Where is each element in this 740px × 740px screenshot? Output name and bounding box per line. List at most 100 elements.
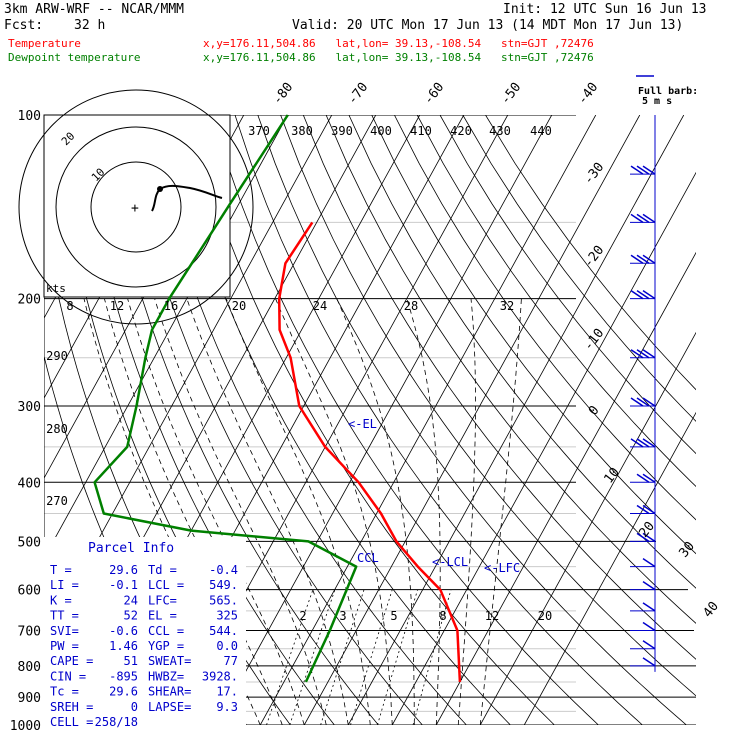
isotherm-label: -20 bbox=[581, 243, 607, 271]
theta-label: 440 bbox=[530, 124, 552, 138]
wind-barb bbox=[636, 349, 650, 359]
parcel-row-value: 52 bbox=[124, 609, 138, 623]
wind-barb bbox=[630, 213, 644, 224]
wind-barb bbox=[642, 473, 656, 483]
pressure-label: 700 bbox=[18, 625, 41, 640]
parcel-row-value: -0.6 bbox=[109, 624, 138, 638]
parcel-row-label: SWEAT= bbox=[148, 654, 191, 668]
isotherm-line bbox=[523, 411, 696, 725]
hodograph-frame bbox=[43, 114, 231, 298]
wind-barb bbox=[642, 602, 656, 612]
mixing-ratio-label: 5 bbox=[390, 609, 397, 623]
moist-adiabat-line bbox=[336, 298, 415, 725]
dry-adiabat-line bbox=[394, 115, 696, 521]
parcel-row-value: 325 bbox=[216, 609, 238, 623]
pressure-label: 200 bbox=[18, 293, 41, 308]
dry-adiabat-line bbox=[485, 115, 696, 391]
pressure-label: 300 bbox=[18, 400, 41, 415]
moist-adiabat-line bbox=[186, 298, 349, 725]
parcel-row-label: LCL = bbox=[148, 578, 184, 592]
moist-adiabat-line bbox=[457, 298, 476, 725]
theta-label: 380 bbox=[291, 124, 313, 138]
dry-adiabat-line bbox=[143, 115, 467, 725]
parcel-row-label: YGP = bbox=[148, 639, 184, 653]
wind-barb bbox=[630, 397, 644, 407]
parcel-row-label: CCL = bbox=[148, 624, 184, 638]
parcel-row-value: 544. bbox=[209, 624, 238, 638]
dry-adiabat-line bbox=[348, 115, 696, 589]
parcel-row-label: SREH = bbox=[50, 700, 93, 714]
parcel-row-value: -0.1 bbox=[109, 578, 138, 592]
mixing-ratio-label: 3 bbox=[339, 609, 346, 623]
wind-barb bbox=[636, 473, 650, 483]
wind-speed-label: 8 bbox=[66, 299, 73, 313]
isotherm-label: -70 bbox=[345, 80, 371, 108]
dry-adiabat-line bbox=[302, 115, 696, 660]
isotherm-label: -50 bbox=[498, 80, 524, 108]
dry-adiabat-line bbox=[98, 115, 379, 725]
parcel-row-value: 29.6 bbox=[109, 563, 138, 577]
parcel-row-label: Tc = bbox=[50, 685, 79, 699]
parcel-row-label: TT = bbox=[50, 609, 79, 623]
parcel-row-value: 17. bbox=[216, 685, 238, 699]
mixing-ratio-label: 2 bbox=[299, 609, 306, 623]
parcel-row-value: 29.6 bbox=[109, 685, 138, 699]
wind-barb bbox=[636, 254, 650, 264]
wind-barbs bbox=[630, 115, 656, 672]
parcel-row-value: 549. bbox=[209, 578, 238, 592]
dewpoint-legend: Dewpoint temperature bbox=[8, 51, 141, 64]
parcel-row-label: T = bbox=[50, 563, 72, 577]
theta-label: 370 bbox=[248, 124, 270, 138]
sounding-traces bbox=[93, 114, 462, 683]
wind-speed-label: 28 bbox=[404, 299, 418, 313]
mixing-ratio-label: 12 bbox=[485, 609, 499, 623]
parcel-row-value: 24 bbox=[124, 593, 138, 607]
dry-adiabat-line bbox=[371, 115, 696, 555]
temperature-trace bbox=[277, 221, 462, 682]
mixing-ratio-label: 8 bbox=[439, 609, 446, 623]
isotherm-line bbox=[479, 331, 696, 725]
dry-adiabat-line bbox=[166, 115, 511, 725]
wind-barb bbox=[642, 640, 656, 650]
wind-barb bbox=[636, 165, 650, 175]
wind-barb bbox=[630, 165, 644, 175]
full-barb-label: Full barb: bbox=[638, 86, 698, 97]
full-barb-value: 5 m s bbox=[642, 96, 672, 107]
wind-speed-label: 12 bbox=[110, 299, 124, 313]
dry-adiabat-label: 270 bbox=[46, 494, 68, 508]
dry-adiabat-line bbox=[416, 115, 696, 487]
theta-label: 410 bbox=[410, 124, 432, 138]
dewpoint-trace bbox=[93, 114, 358, 683]
wind-barb bbox=[642, 438, 656, 448]
isotherm-line bbox=[303, 115, 641, 725]
moist-adiabat-line bbox=[154, 298, 327, 725]
isotherm-line bbox=[215, 115, 553, 725]
init-time: Init: 12 UTC Sun 16 Jun 13 bbox=[503, 2, 707, 17]
parcel-info-panel: Parcel Info T = 29.6 Td = -0.4 LI = -0.1 LCL =… bbox=[44, 537, 246, 729]
wind-barb bbox=[642, 557, 656, 568]
wind-barb bbox=[642, 213, 656, 224]
wind-barb bbox=[642, 397, 656, 407]
dewpoint-location: x,y=176.11,504.86 lat,lon= 39.13,-108.54… bbox=[203, 51, 594, 64]
dry-adiabat-label: 290 bbox=[46, 349, 68, 363]
isotherm-line bbox=[259, 115, 597, 725]
pressure-label: 500 bbox=[18, 535, 41, 550]
hodograph-origin: + bbox=[131, 201, 139, 216]
moist-adiabat-line bbox=[406, 298, 441, 725]
mixing-ratio-line bbox=[377, 589, 418, 725]
moist-adiabat-line bbox=[479, 298, 522, 725]
parcel-row-value: 51 bbox=[124, 654, 138, 668]
wind-barb bbox=[636, 532, 650, 542]
isotherm-label: -80 bbox=[270, 80, 296, 108]
wind-barb bbox=[642, 504, 656, 515]
parcel-row-label: Td = bbox=[148, 563, 177, 577]
theta-label: 400 bbox=[370, 124, 392, 138]
wind-barb bbox=[642, 165, 656, 175]
isotherm-label: 30 bbox=[677, 539, 698, 561]
pressure-label: 100 bbox=[18, 109, 41, 124]
dry-adiabat-line bbox=[257, 115, 687, 725]
wind-barb bbox=[642, 532, 656, 542]
hodograph-units: kts bbox=[46, 282, 66, 295]
